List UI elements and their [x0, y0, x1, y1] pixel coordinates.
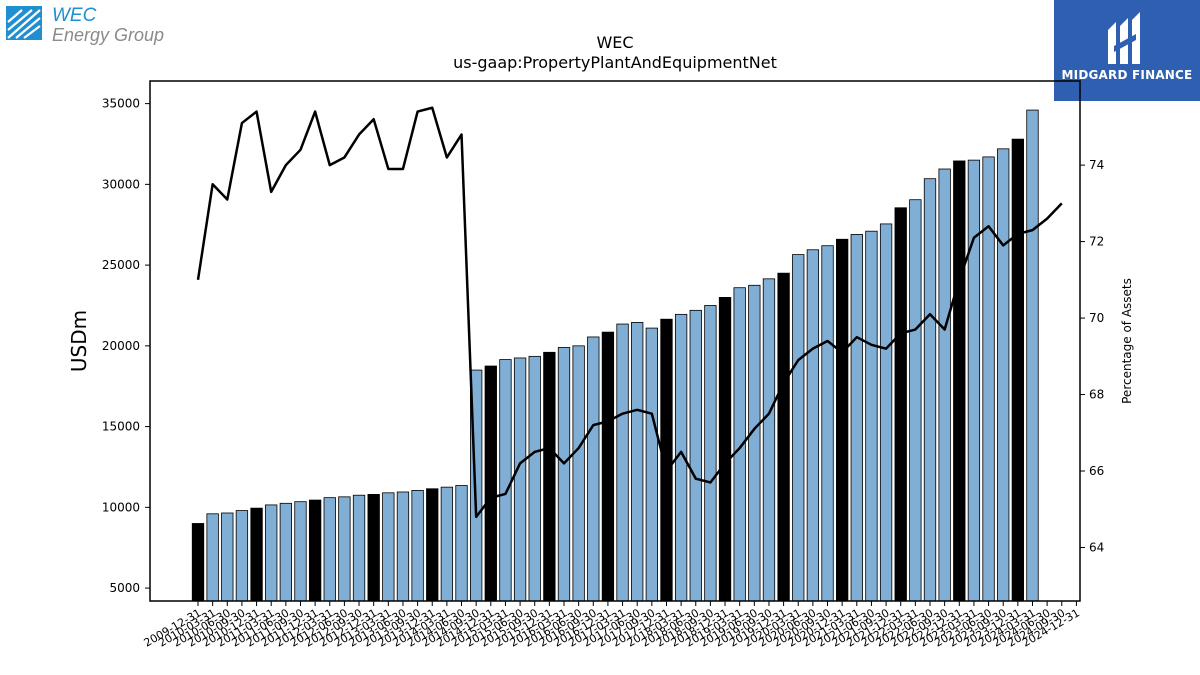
- bar-2022-06-30: [923, 178, 937, 602]
- bars-group: [191, 109, 1039, 602]
- bar-2014-12-31: [484, 365, 497, 602]
- bar-2011-06-30: [279, 502, 292, 602]
- y2-tick-label: 68: [1089, 388, 1104, 402]
- bar-2015-09-30: [528, 355, 541, 602]
- bar-2017-03-31: [616, 323, 629, 602]
- bar-2010-06-30: [221, 512, 234, 602]
- y-tick-label: 25000: [102, 258, 140, 272]
- bar-2012-03-31: [323, 497, 336, 602]
- bar-2010-12-31: [250, 507, 263, 602]
- y-axis-ticks: 5000 10000 15000 20000 25000 30000 35000: [102, 97, 150, 595]
- y2-tick-label: 66: [1089, 464, 1104, 478]
- bar-2018-06-30: [689, 309, 702, 602]
- y-tick-label: 35000: [102, 97, 140, 111]
- bar-2015-03-31: [499, 359, 512, 602]
- bar-2015-06-30: [513, 357, 527, 602]
- bar-2015-12-31: [543, 351, 556, 602]
- bar-2022-12-31: [953, 160, 966, 602]
- bar-2013-09-30: [411, 489, 424, 602]
- midgard-logo-icon: [1108, 12, 1140, 64]
- bar-2011-03-31: [265, 504, 278, 602]
- bar-2021-09-30: [879, 223, 893, 602]
- bar-2012-12-31: [367, 494, 380, 602]
- bar-2018-09-30: [704, 305, 717, 602]
- bar-2009-12-31: [191, 523, 205, 602]
- bar-2010-09-30: [235, 510, 249, 602]
- bar-2020-06-30: [806, 249, 820, 602]
- bar-2014-06-30: [455, 485, 468, 602]
- bar-2012-09-30: [352, 494, 366, 602]
- y-tick-label: 20000: [102, 339, 140, 353]
- y2-axis-label: Percentage of Assets: [1120, 278, 1134, 404]
- midgard-finance-logo: MIDGARD FINANCE: [1054, 0, 1200, 101]
- bar-2023-03-31: [967, 159, 981, 602]
- bar-2020-12-31: [836, 238, 849, 602]
- y2-tick-label: 64: [1089, 540, 1104, 554]
- y2-tick-label: 70: [1089, 311, 1104, 325]
- bar-2016-03-31: [557, 347, 571, 602]
- x-axis-ticks: 2009-12-312010-03-312010-06-302010-09-30…: [142, 601, 1082, 650]
- chart-title: WEC: [596, 33, 633, 52]
- bar-2017-06-30: [631, 322, 644, 602]
- wec-logo: WEC Energy Group: [6, 6, 166, 46]
- y-tick-label: 5000: [109, 581, 140, 595]
- bar-2016-12-31: [601, 331, 615, 602]
- bar-2017-09-30: [645, 327, 658, 602]
- bar-2019-12-31: [777, 272, 790, 602]
- bar-2022-09-30: [938, 168, 951, 602]
- bar-2018-12-31: [718, 296, 732, 602]
- publisher-name: MIDGARD FINANCE: [1061, 68, 1193, 82]
- bar-2024-03-31: [1026, 109, 1039, 602]
- bar-2021-06-30: [865, 230, 878, 602]
- bar-2023-12-31: [1011, 138, 1024, 602]
- bar-2021-03-31: [850, 234, 863, 602]
- bar-2019-09-30: [762, 278, 776, 602]
- bar-2011-12-31: [308, 499, 322, 602]
- y-axis-label: USDm: [67, 310, 91, 372]
- bar-2023-06-30: [982, 156, 995, 602]
- y-tick-label: 15000: [102, 420, 140, 434]
- y2-tick-label: 74: [1089, 158, 1104, 172]
- y-tick-label: 10000: [102, 500, 140, 514]
- bar-2021-12-31: [894, 207, 907, 602]
- company-name-line1: WEC: [52, 5, 97, 26]
- company-name-line2: Energy Group: [52, 25, 165, 45]
- plot-frame: [149, 80, 1081, 602]
- y2-axis-ticks: 64 66 68 70 72 74: [1080, 158, 1104, 554]
- y2-tick-label: 72: [1089, 235, 1104, 249]
- bar-2014-03-31: [440, 486, 454, 602]
- bar-2023-09-30: [997, 148, 1010, 602]
- bar-2011-09-30: [294, 501, 307, 602]
- bar-2016-06-30: [572, 345, 585, 602]
- bar-2013-03-31: [382, 492, 395, 602]
- bar-2020-03-31: [792, 254, 805, 602]
- percentage-line: [196, 106, 1063, 519]
- bar-2020-09-30: [821, 245, 834, 602]
- bar-2013-12-31: [426, 488, 439, 602]
- bar-2022-03-31: [909, 199, 922, 602]
- bar-2016-09-30: [587, 336, 600, 602]
- bar-2019-06-30: [748, 284, 761, 602]
- bar-2012-06-30: [338, 496, 351, 602]
- bar-2010-03-31: [206, 513, 219, 602]
- chart-subtitle: us-gaap:PropertyPlantAndEquipmentNet: [453, 53, 777, 72]
- y-tick-label: 30000: [102, 177, 140, 191]
- bar-2013-06-30: [396, 491, 410, 602]
- wec-logo-icon: [6, 6, 42, 40]
